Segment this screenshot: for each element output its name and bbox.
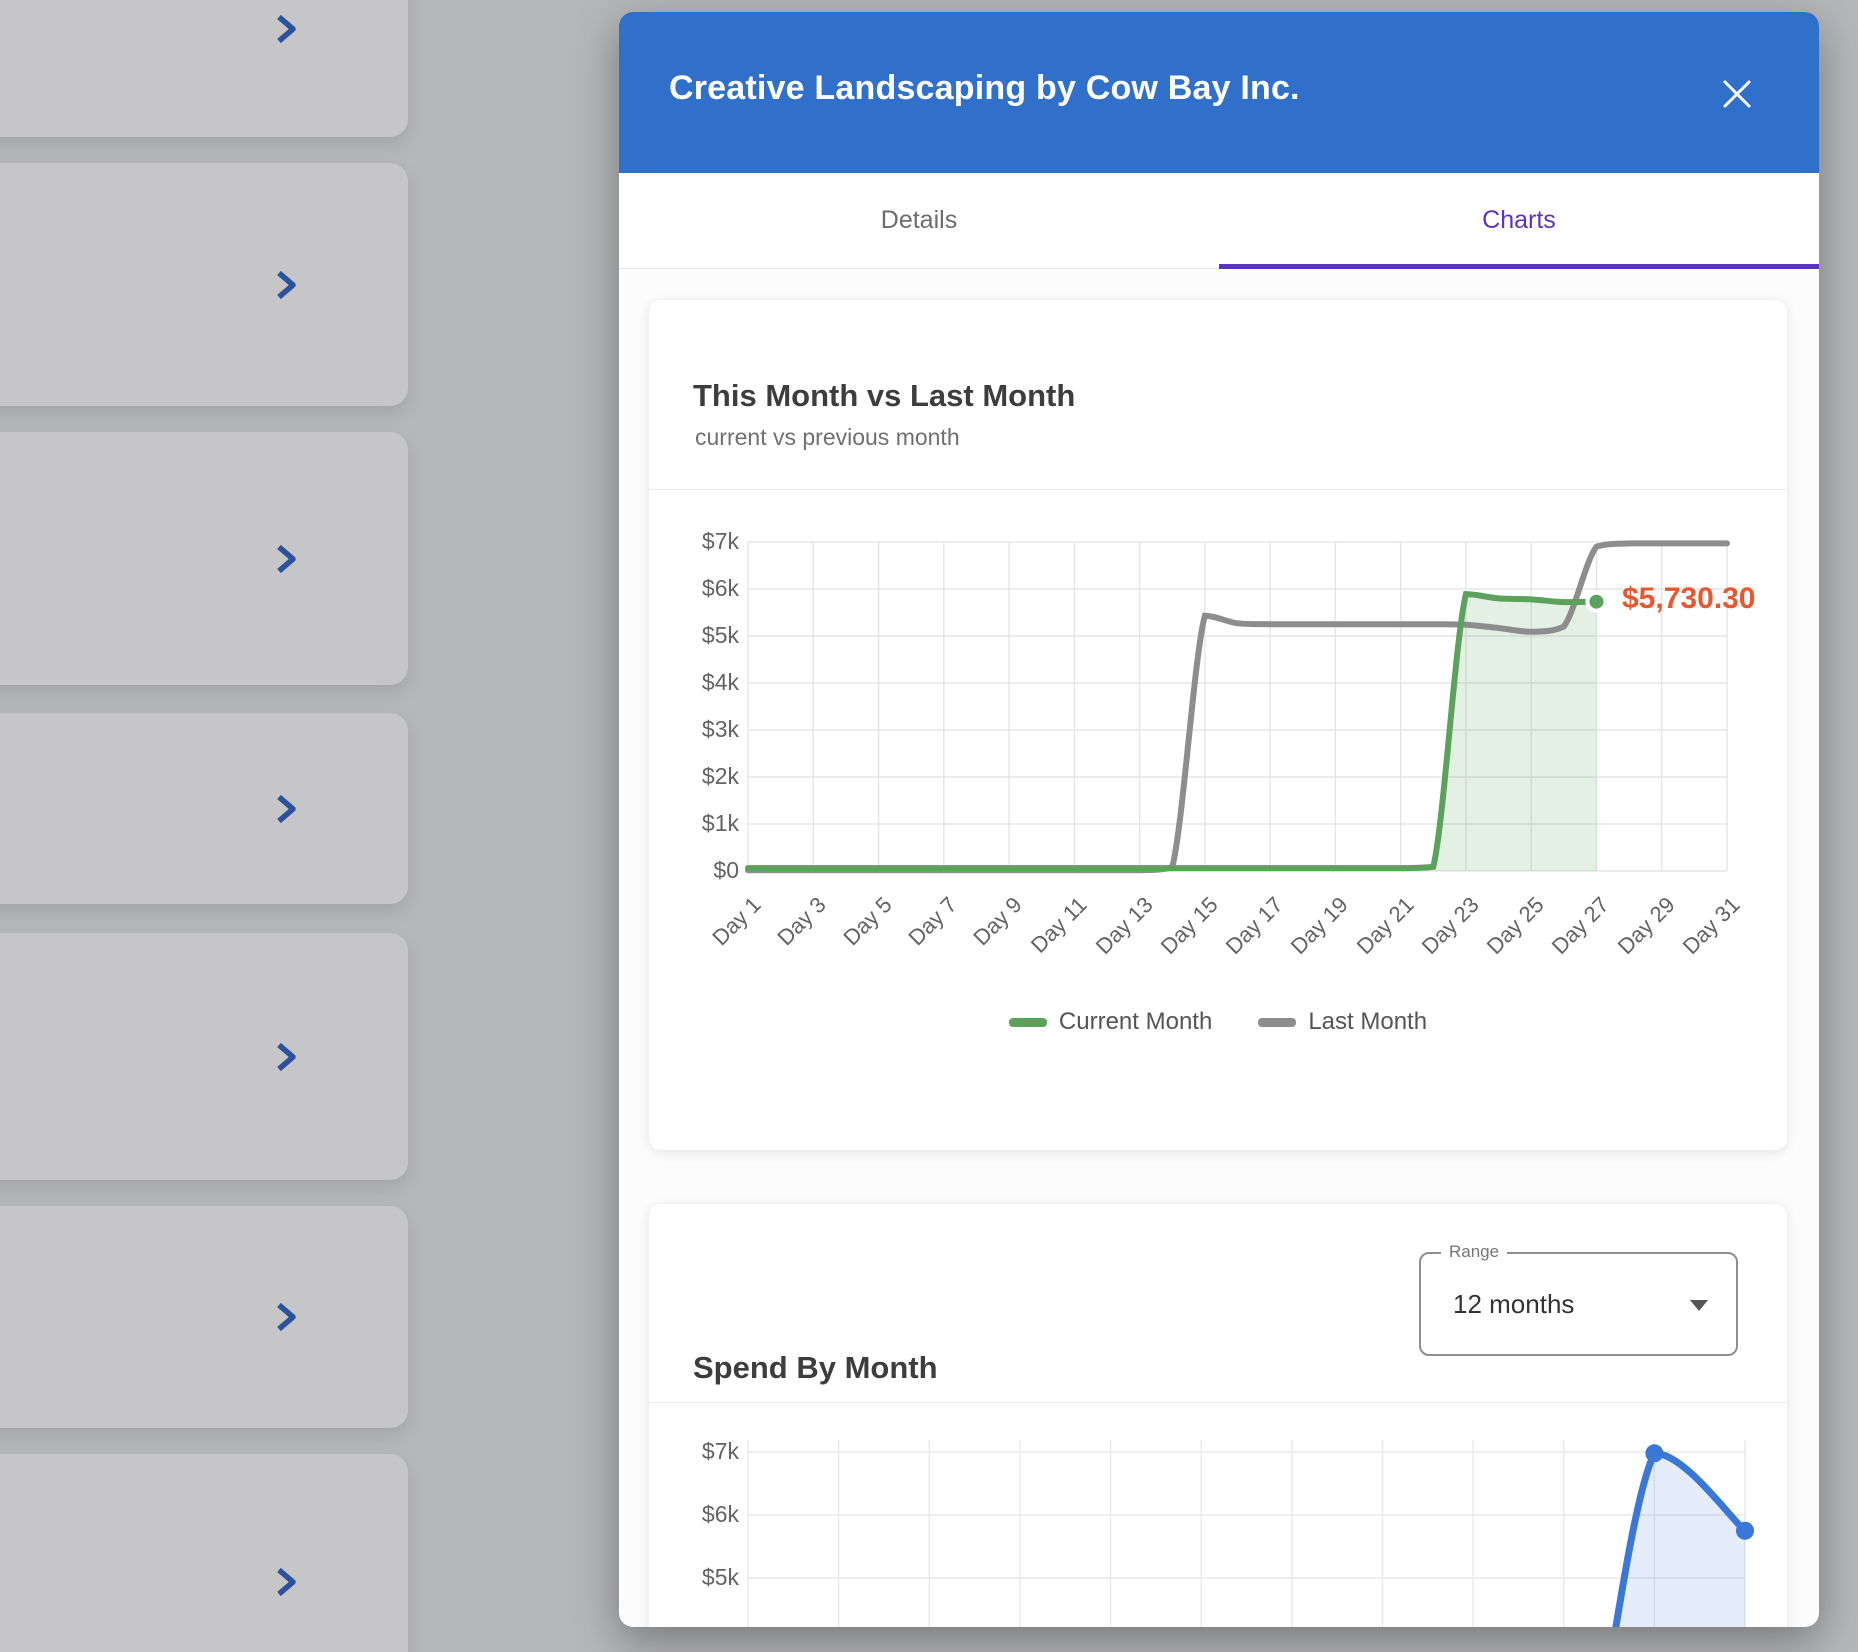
backdrop-card[interactable] [0, 432, 408, 685]
backdrop-card[interactable] [0, 163, 408, 406]
range-select[interactable]: Range 12 months [1419, 1242, 1738, 1356]
tab-charts-label: Charts [1482, 206, 1556, 234]
backdrop-card[interactable] [0, 0, 408, 137]
dropdown-caret-icon [1690, 1300, 1708, 1311]
backdrop-card[interactable] [0, 1454, 408, 1652]
close-icon[interactable] [1717, 74, 1757, 114]
current-value-label: $5,730.30 [1622, 582, 1756, 615]
backdrop-card[interactable] [0, 1206, 408, 1428]
month-comparison-card: This Month vs Last Month current vs prev… [649, 300, 1787, 1150]
chevron-right-icon[interactable] [272, 1566, 300, 1598]
modal-title: Creative Landscaping by Cow Bay Inc. [669, 69, 1300, 107]
y-tick-label: $5k [701, 622, 739, 648]
chart1-legend: Current Month Last Month [649, 1008, 1787, 1036]
y-tick-label: $4k [701, 669, 739, 695]
chevron-right-icon[interactable] [272, 543, 300, 575]
tab-bar: Details Charts [619, 173, 1819, 269]
y-tick-label: $7k [701, 1438, 739, 1464]
range-select-value: 12 months [1453, 1289, 1575, 1319]
active-tab-indicator [1219, 264, 1819, 269]
legend-current-month: Current Month [1008, 1008, 1213, 1036]
y-tick-label: $6k [701, 575, 739, 601]
modal-header: Creative Landscaping by Cow Bay Inc. [619, 12, 1819, 173]
tab-charts[interactable]: Charts [1219, 173, 1819, 269]
y-tick-label: $2k [701, 763, 739, 789]
chevron-right-icon[interactable] [272, 1301, 300, 1333]
chart1-subtitle: current vs previous month [695, 424, 960, 450]
last-month-swatch [1258, 1017, 1297, 1027]
tab-details[interactable]: Details [619, 173, 1219, 268]
backdrop-card[interactable] [0, 713, 408, 904]
divider [649, 489, 1787, 490]
chart2-title: Spend By Month [693, 1350, 938, 1385]
vendor-detail-modal: Creative Landscaping by Cow Bay Inc. Det… [619, 12, 1819, 1627]
chevron-right-icon[interactable] [272, 793, 300, 825]
y-tick-label: $7k [701, 528, 739, 554]
y-tick-label: $6k [701, 1501, 739, 1527]
legend-last-month: Last Month [1258, 1008, 1427, 1036]
month-comparison-chart [745, 540, 1730, 874]
range-select-label: Range [1441, 1242, 1508, 1262]
legend-last-month-label: Last Month [1308, 1008, 1428, 1035]
chevron-right-icon[interactable] [272, 13, 300, 45]
spend-by-month-card: Spend By Month Range 12 months $7k $6k $5k [649, 1204, 1787, 1627]
legend-current-month-label: Current Month [1058, 1008, 1213, 1035]
tab-details-label: Details [880, 206, 958, 234]
divider [649, 1402, 1787, 1403]
chart1-title: This Month vs Last Month [693, 378, 1076, 413]
chevron-right-icon[interactable] [272, 269, 300, 301]
chevron-right-icon[interactable] [272, 1041, 300, 1073]
y-tick-label: $1k [701, 810, 739, 836]
current-month-swatch [1008, 1017, 1047, 1027]
y-tick-label: $3k [701, 716, 739, 742]
spend-by-month-chart [747, 1440, 1755, 1627]
y-tick-label: $5k [701, 1564, 739, 1590]
backdrop-card[interactable] [0, 933, 408, 1180]
y-tick-label: $0 [713, 857, 739, 883]
